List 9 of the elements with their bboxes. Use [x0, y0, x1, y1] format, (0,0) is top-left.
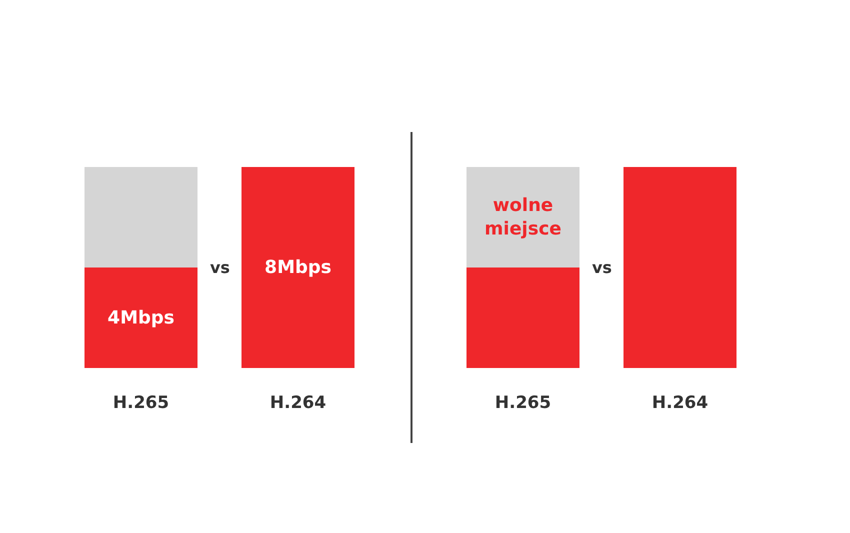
- annotation: vs: [592, 258, 612, 277]
- series-label: wolne miejsce: [484, 195, 562, 240]
- x-tick-label: H.264: [270, 393, 326, 413]
- data-label: 8Mbps: [264, 257, 332, 278]
- x-tick-label: H.265: [494, 393, 552, 413]
- annotation: vs: [210, 258, 230, 277]
- x-tick-label: H.264: [652, 393, 708, 413]
- data-label: 4Mbps: [108, 307, 174, 328]
- x-tick-label: H.265: [112, 393, 170, 413]
